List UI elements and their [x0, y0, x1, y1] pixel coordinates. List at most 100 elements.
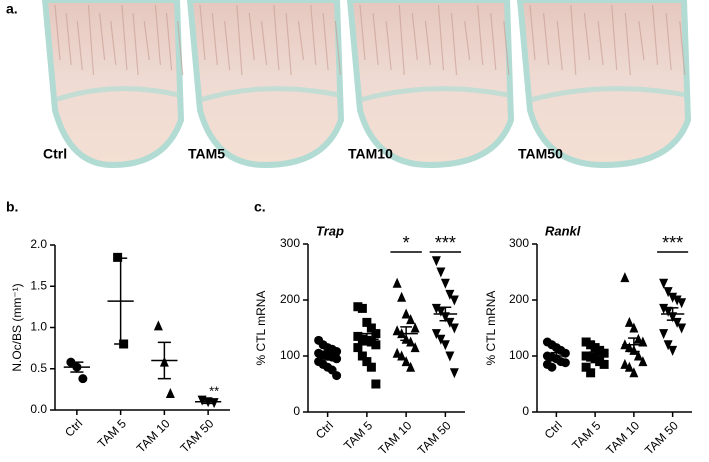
- trabecula: [248, 12, 255, 61]
- data-point: [357, 351, 367, 361]
- x-tick-label: TAM 50: [642, 418, 681, 457]
- data-point: [449, 323, 459, 334]
- data-point: [547, 362, 557, 372]
- trabecula: [411, 12, 418, 61]
- trabecula: [477, 4, 484, 66]
- data-point: [78, 374, 88, 384]
- data-point: [620, 272, 630, 283]
- trabecula: [597, 20, 604, 66]
- trabecula: [236, 4, 243, 76]
- data-point: [165, 388, 175, 398]
- trabecula: [110, 20, 117, 66]
- data-point: [638, 356, 648, 367]
- trabecula: [679, 20, 686, 76]
- data-point: [629, 322, 639, 333]
- x-tick-label: TAM 50: [178, 416, 217, 455]
- data-point: [436, 334, 446, 345]
- annotation: ***: [662, 233, 683, 253]
- bone-section: [346, 0, 515, 169]
- trabecula: [211, 12, 218, 66]
- x-tick-label: Ctrl: [542, 418, 565, 441]
- data-point: [599, 359, 609, 369]
- data-point: [410, 342, 420, 353]
- data-point: [677, 298, 687, 309]
- data-point: [586, 368, 596, 378]
- data-point: [371, 329, 381, 339]
- y-tick-label: 0.0: [30, 402, 47, 416]
- y-axis-label: % CTL mRNA: [484, 291, 498, 366]
- data-point: [599, 348, 609, 358]
- data-point: [392, 277, 402, 288]
- y-tick-label: 0: [293, 404, 300, 418]
- data-point: [440, 278, 450, 289]
- image-label: TAM50: [518, 146, 563, 162]
- annotation: **: [209, 384, 219, 399]
- data-point: [406, 314, 416, 325]
- trabecula: [611, 4, 618, 71]
- data-point: [668, 345, 678, 356]
- data-point: [624, 342, 634, 353]
- data-point: [668, 292, 678, 303]
- chart-title: Trap: [316, 223, 344, 238]
- growth-plate: [199, 86, 340, 103]
- trabecula: [260, 20, 268, 66]
- trabecula: [583, 12, 591, 61]
- y-tick-label: 200: [280, 292, 300, 306]
- data-point: [659, 329, 669, 340]
- data-point: [581, 362, 591, 372]
- trabecula: [65, 12, 72, 66]
- trabecula: [143, 20, 150, 61]
- trabecula: [334, 20, 341, 76]
- data-point: [663, 306, 673, 317]
- data-point: [357, 303, 367, 313]
- data-point: [449, 295, 459, 306]
- data-point: [445, 289, 455, 300]
- data-point: [401, 308, 411, 319]
- trabecula: [199, 4, 206, 61]
- data-point: [397, 291, 407, 302]
- data-point: [449, 368, 459, 379]
- trabecula: [529, 4, 536, 61]
- trabecula: [398, 4, 405, 76]
- data-point: [624, 361, 634, 372]
- histology-image: [41, 0, 185, 169]
- data-point: [366, 323, 376, 333]
- trabecula: [285, 12, 292, 76]
- data-point: [431, 329, 441, 340]
- x-tick-label: Ctrl: [313, 418, 336, 441]
- panel-label: b.: [6, 199, 18, 215]
- growth-plate: [54, 86, 180, 103]
- data-point: [392, 325, 402, 336]
- trabecula: [87, 4, 95, 76]
- trabecula: [297, 20, 305, 61]
- data-point: [366, 362, 376, 372]
- trabecula: [665, 12, 672, 71]
- data-point: [401, 356, 411, 367]
- y-tick-label: 300: [509, 236, 529, 250]
- chart-title: Rankl: [545, 223, 581, 238]
- y-axis-label: % CTL mRNA: [254, 291, 268, 366]
- x-tick-label: TAM 5: [569, 418, 603, 452]
- trabecula: [76, 20, 83, 71]
- data-point: [362, 317, 372, 327]
- image-label: TAM10: [348, 146, 393, 162]
- data-point: [659, 303, 669, 314]
- data-point: [677, 323, 687, 334]
- trabecula: [165, 12, 173, 71]
- bone-section: [186, 0, 345, 169]
- data-point: [332, 371, 342, 381]
- trabecula: [132, 12, 139, 76]
- data-point: [445, 351, 455, 362]
- x-tick-label: TAM 5: [341, 418, 375, 452]
- trabecula: [310, 4, 317, 66]
- histology-image: [516, 0, 692, 169]
- annotation: *: [403, 233, 410, 253]
- histology-image: [186, 0, 345, 169]
- panel-label: c.: [254, 199, 266, 215]
- data-point: [153, 320, 163, 331]
- data-point: [436, 267, 446, 278]
- data-point: [440, 340, 450, 351]
- data-point: [406, 361, 416, 372]
- data-point: [371, 379, 381, 389]
- trabecula: [121, 4, 128, 71]
